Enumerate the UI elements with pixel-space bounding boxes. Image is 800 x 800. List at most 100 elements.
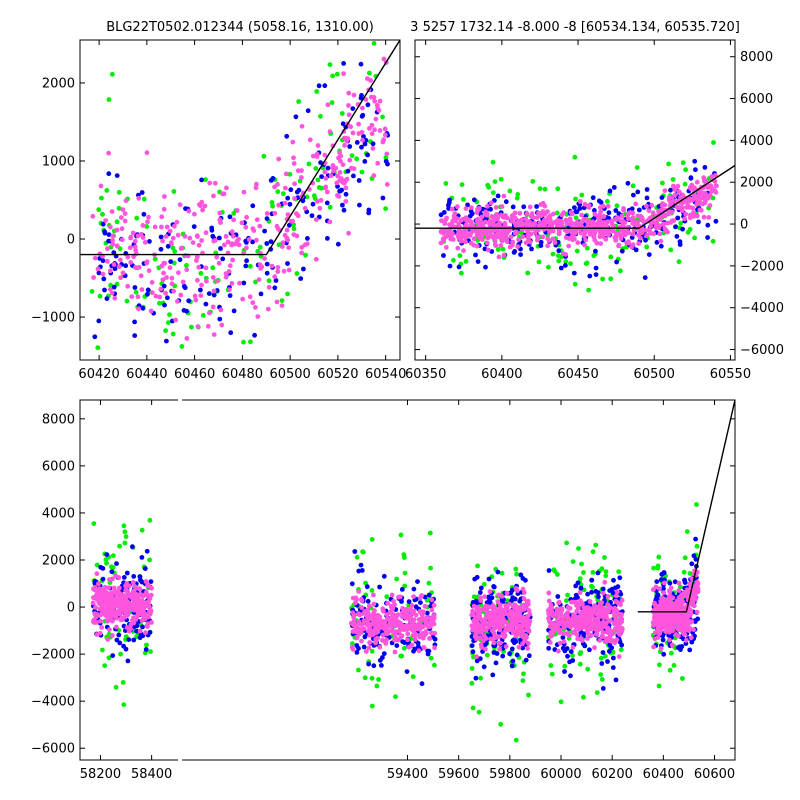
data-point	[104, 560, 109, 566]
data-point	[428, 630, 434, 636]
data-point	[526, 238, 532, 244]
data-point	[291, 155, 296, 161]
data-point	[382, 126, 388, 132]
data-point	[400, 610, 406, 616]
data-point	[119, 226, 125, 232]
data-point	[560, 251, 566, 257]
data-point	[656, 554, 662, 560]
data-point	[304, 194, 310, 200]
data-point	[594, 616, 600, 622]
data-point	[119, 598, 125, 603]
data-point	[507, 611, 513, 617]
data-point	[626, 239, 631, 245]
data-point	[654, 579, 660, 584]
data-point	[676, 633, 681, 639]
data-point	[495, 599, 501, 604]
data-point	[491, 650, 497, 655]
data-point	[158, 286, 164, 292]
data-point	[123, 263, 129, 269]
data-point	[524, 211, 530, 216]
data-point	[428, 565, 433, 571]
data-point	[392, 649, 398, 655]
data-point	[140, 624, 145, 630]
data-point	[516, 237, 521, 243]
data-point	[210, 275, 216, 280]
data-point	[363, 137, 369, 143]
data-point	[363, 97, 369, 102]
data-point	[133, 617, 139, 622]
data-point	[110, 611, 116, 617]
data-point	[411, 586, 417, 592]
data-point	[537, 220, 543, 226]
data-point	[339, 111, 345, 116]
data-point	[288, 187, 294, 193]
data-point	[100, 576, 106, 582]
data-point	[603, 221, 609, 227]
data-point	[137, 635, 143, 641]
data-point	[325, 236, 330, 241]
data-point	[334, 71, 340, 77]
data-point	[693, 167, 698, 173]
data-point	[106, 238, 111, 244]
data-point	[501, 235, 506, 241]
data-point	[649, 203, 655, 208]
data-point	[679, 208, 685, 214]
data-point	[525, 646, 530, 651]
data-point	[365, 76, 370, 81]
data-point	[391, 598, 396, 604]
data-point	[356, 667, 361, 673]
data-point	[346, 230, 351, 236]
data-point	[470, 627, 475, 633]
data-point	[465, 233, 471, 238]
data-point	[101, 276, 107, 282]
data-point	[159, 224, 164, 230]
data-point	[613, 208, 619, 213]
data-point	[558, 611, 564, 617]
x-tick-label: 60500	[269, 367, 310, 382]
model-line	[415, 164, 735, 229]
data-point	[429, 607, 435, 613]
data-point	[165, 243, 171, 249]
data-point	[348, 124, 353, 130]
data-point	[660, 180, 665, 186]
data-point	[563, 259, 569, 264]
data-point	[139, 579, 145, 585]
data-point	[461, 248, 466, 254]
data-point	[587, 273, 593, 279]
data-point	[622, 232, 628, 238]
data-point	[587, 599, 593, 604]
data-point	[282, 232, 288, 238]
data-point	[523, 618, 529, 623]
data-point	[375, 612, 381, 618]
data-point	[660, 596, 666, 602]
data-point	[520, 641, 525, 646]
data-point	[359, 169, 365, 175]
data-point	[218, 307, 224, 313]
data-point	[658, 238, 664, 244]
data-point	[426, 648, 432, 654]
data-point	[600, 650, 606, 655]
data-point	[500, 214, 506, 220]
data-point	[369, 648, 375, 654]
data-point	[592, 208, 597, 213]
data-point	[131, 254, 137, 260]
x-tick-label: 60440	[126, 367, 167, 382]
data-point	[463, 206, 469, 212]
data-point	[683, 167, 688, 173]
data-point	[189, 324, 194, 330]
data-point	[137, 628, 143, 634]
data-point	[596, 594, 601, 600]
data-point	[100, 221, 106, 227]
data-point	[305, 108, 311, 114]
data-point	[707, 203, 713, 208]
data-point	[319, 174, 324, 180]
data-point	[469, 623, 475, 629]
data-point	[371, 617, 377, 623]
data-point	[427, 636, 433, 641]
data-point	[476, 207, 481, 213]
data-point	[182, 234, 188, 239]
data-point	[167, 228, 173, 234]
data-point	[587, 231, 593, 237]
data-point	[592, 604, 597, 610]
data-point	[228, 330, 234, 336]
